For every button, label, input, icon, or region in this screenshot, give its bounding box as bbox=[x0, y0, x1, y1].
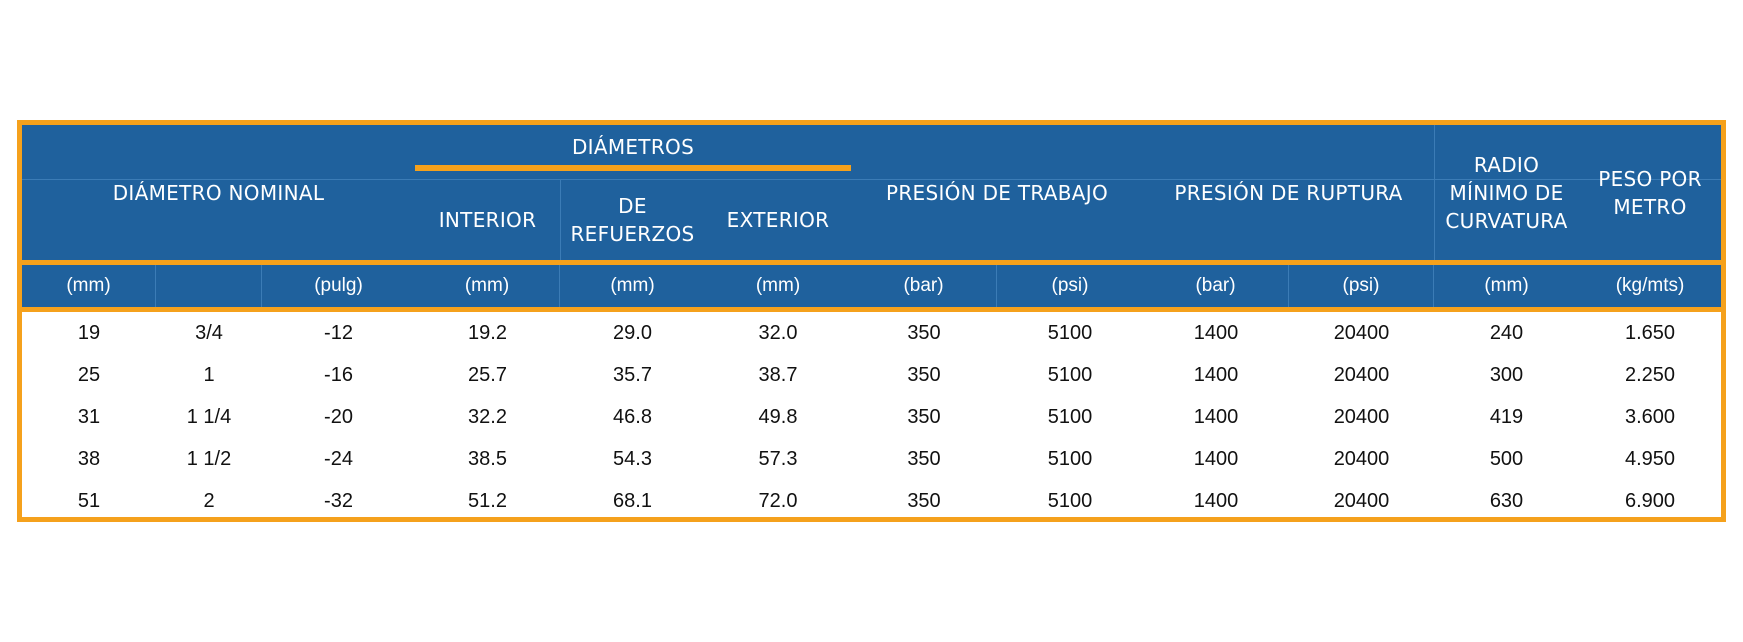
header-exterior: EXTERIOR bbox=[726, 207, 830, 232]
table-cell: 32.2 bbox=[468, 405, 507, 428]
table-cell: 38 bbox=[77, 447, 101, 470]
unit-cell: (mm) bbox=[610, 275, 655, 296]
spec-table: DIÁMETRO NOMINAL DIÁMETROS INTERIOR DE R… bbox=[17, 120, 1726, 522]
header-divider bbox=[1434, 125, 1435, 260]
table-cell: 19 bbox=[77, 321, 101, 344]
table-cell: 25 bbox=[77, 363, 101, 386]
table-cell: 6.900 bbox=[1624, 489, 1676, 512]
table-cell: 38.5 bbox=[468, 447, 507, 470]
table-cell: 57.3 bbox=[758, 447, 798, 470]
table-cell: -32 bbox=[324, 489, 353, 512]
table-cell: -20 bbox=[324, 405, 353, 428]
table-cell: 32.0 bbox=[758, 321, 798, 344]
table-cell: 350 bbox=[907, 321, 941, 344]
table-cell: 630 bbox=[1489, 489, 1524, 512]
table-cell: 419 bbox=[1489, 405, 1524, 428]
table-row: 31 1 1/4 -20 32.2 46.8 49.8 350 5100 140… bbox=[22, 396, 1721, 438]
header-radio-minimo: RADIO MÍNIMO DE CURVATURA bbox=[1445, 152, 1568, 233]
table-cell: 20400 bbox=[1333, 447, 1390, 470]
table-cell: 5100 bbox=[1047, 405, 1093, 428]
table-row: 19 3/4 -12 19.2 29.0 32.0 350 5100 1400 … bbox=[22, 312, 1721, 354]
table-cell: 35.7 bbox=[613, 363, 652, 386]
unit-cell: (pulg) bbox=[314, 275, 363, 296]
table-cell: 1.650 bbox=[1624, 321, 1676, 344]
table-cell: 20400 bbox=[1333, 321, 1390, 344]
unit-cell: (psi) bbox=[1289, 265, 1434, 307]
table-cell: 5100 bbox=[1047, 447, 1093, 470]
table-cell: 46.8 bbox=[613, 405, 652, 428]
unit-cell: (mm) bbox=[755, 275, 801, 296]
table-row: 51 2 -32 51.2 68.1 72.0 350 5100 1400 20… bbox=[22, 480, 1721, 522]
table-cell: 5100 bbox=[1047, 321, 1093, 344]
units-separator bbox=[22, 307, 1721, 312]
table-cell: 19.2 bbox=[468, 321, 507, 344]
table-cell: 3.600 bbox=[1624, 405, 1676, 428]
header-separator bbox=[22, 260, 1721, 265]
table-body: 19 3/4 -12 19.2 29.0 32.0 350 5100 1400 … bbox=[22, 312, 1721, 522]
header-presion-ruptura: PRESIÓN DE RUPTURA bbox=[1174, 180, 1403, 205]
diametros-underline bbox=[415, 165, 851, 171]
table-cell: 2 bbox=[203, 489, 215, 512]
table-row: 38 1 1/2 -24 38.5 54.3 57.3 350 5100 140… bbox=[22, 438, 1721, 480]
header-peso-por-metro: PESO POR METRO bbox=[1598, 166, 1702, 219]
table-cell: 500 bbox=[1489, 447, 1524, 470]
header-divider bbox=[22, 179, 1721, 180]
table-cell: 38.7 bbox=[758, 363, 798, 386]
header-divider bbox=[560, 179, 561, 260]
units-row: (mm) (pulg) (mm) (mm) (mm) (bar) (psi) (… bbox=[22, 265, 1721, 307]
table-cell: 2.250 bbox=[1624, 363, 1676, 386]
table-cell: 25.7 bbox=[468, 363, 507, 386]
table-cell: 350 bbox=[907, 405, 941, 428]
unit-cell: (bar) bbox=[851, 265, 997, 307]
table-header: DIÁMETRO NOMINAL DIÁMETROS INTERIOR DE R… bbox=[22, 125, 1721, 260]
table-cell: 1 1/4 bbox=[186, 405, 232, 428]
table-cell: 1 bbox=[203, 363, 215, 386]
table-row: 25 1 -16 25.7 35.7 38.7 350 5100 1400 20… bbox=[22, 354, 1721, 396]
table-cell: 20400 bbox=[1333, 363, 1390, 386]
table-cell: 1 1/2 bbox=[186, 447, 232, 470]
unit-cell bbox=[156, 265, 262, 307]
unit-cell: (mm) bbox=[22, 265, 156, 307]
unit-cell: (kg/mts) bbox=[1615, 275, 1685, 296]
header-de-refuerzos: DE REFUERZOS bbox=[570, 193, 695, 246]
table-cell: 20400 bbox=[1333, 489, 1390, 512]
table-cell: 240 bbox=[1489, 321, 1524, 344]
table-cell: 20400 bbox=[1333, 405, 1390, 428]
table-cell: 300 bbox=[1489, 363, 1524, 386]
unit-cell: (psi) bbox=[1051, 275, 1089, 296]
header-presion-trabajo: PRESIÓN DE TRABAJO bbox=[885, 180, 1109, 205]
table-cell: -16 bbox=[324, 363, 353, 386]
table-cell: 49.8 bbox=[758, 405, 798, 428]
header-interior: INTERIOR bbox=[438, 207, 537, 232]
unit-cell: (mm) bbox=[1484, 275, 1529, 296]
table-cell: 3/4 bbox=[195, 321, 223, 344]
table-cell: 1400 bbox=[1193, 321, 1239, 344]
table-cell: 1400 bbox=[1193, 489, 1239, 512]
table-cell: 54.3 bbox=[613, 447, 652, 470]
table-cell: 51 bbox=[77, 489, 101, 512]
table-cell: 5100 bbox=[1047, 363, 1093, 386]
table-cell: 4.950 bbox=[1624, 447, 1676, 470]
table-cell: 72.0 bbox=[758, 489, 798, 512]
table-cell: 1400 bbox=[1193, 447, 1239, 470]
table-cell: 1400 bbox=[1193, 405, 1239, 428]
table-cell: 1400 bbox=[1193, 363, 1239, 386]
table-cell: 31 bbox=[77, 405, 101, 428]
table-cell: 5100 bbox=[1047, 489, 1093, 512]
table-cell: 29.0 bbox=[613, 321, 652, 344]
header-diametro-nominal: DIÁMETRO NOMINAL bbox=[112, 180, 325, 205]
table-cell: -12 bbox=[324, 321, 353, 344]
table-cell: -24 bbox=[324, 447, 353, 470]
table-cell: 350 bbox=[907, 447, 941, 470]
header-diametros: DIÁMETROS bbox=[571, 135, 695, 159]
table-cell: 51.2 bbox=[468, 489, 507, 512]
table-cell: 350 bbox=[907, 363, 941, 386]
unit-cell: (mm) bbox=[415, 265, 560, 307]
table-cell: 68.1 bbox=[613, 489, 652, 512]
unit-cell: (bar) bbox=[1143, 265, 1289, 307]
table-cell: 350 bbox=[907, 489, 941, 512]
